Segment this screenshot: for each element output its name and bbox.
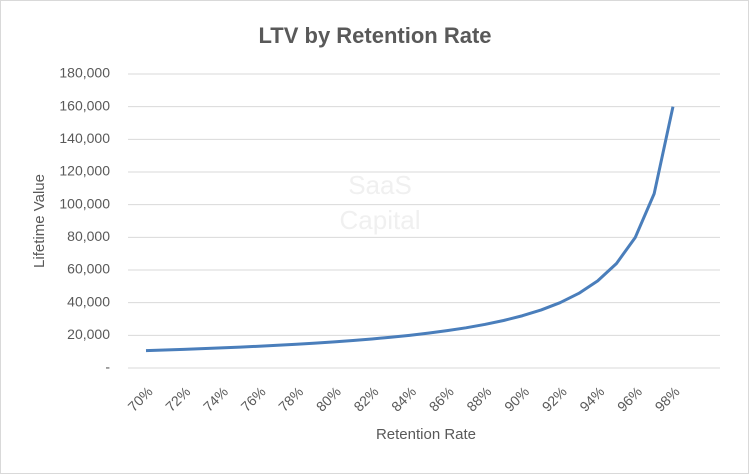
watermark: Capital	[340, 205, 421, 235]
y-tick-label: 80,000	[67, 228, 110, 244]
y-tick-label: 20,000	[67, 326, 110, 342]
data-line	[145, 106, 675, 353]
y-tick-label: 160,000	[59, 97, 110, 113]
chart-title: LTV by Retention Rate	[258, 23, 491, 48]
y-tick-label: 140,000	[59, 130, 110, 146]
y-tick-label: 40,000	[67, 293, 110, 309]
watermark: SaaS	[348, 170, 412, 200]
y-tick-label: 100,000	[59, 195, 110, 211]
y-tick-label: 120,000	[59, 163, 110, 179]
x-axis-label: Retention Rate	[376, 426, 476, 443]
y-axis-label: Lifetime Value	[31, 174, 48, 268]
y-tick-label: 60,000	[67, 261, 110, 277]
y-tick-label: 180,000	[59, 65, 110, 81]
y-tick-label: -	[105, 359, 110, 375]
